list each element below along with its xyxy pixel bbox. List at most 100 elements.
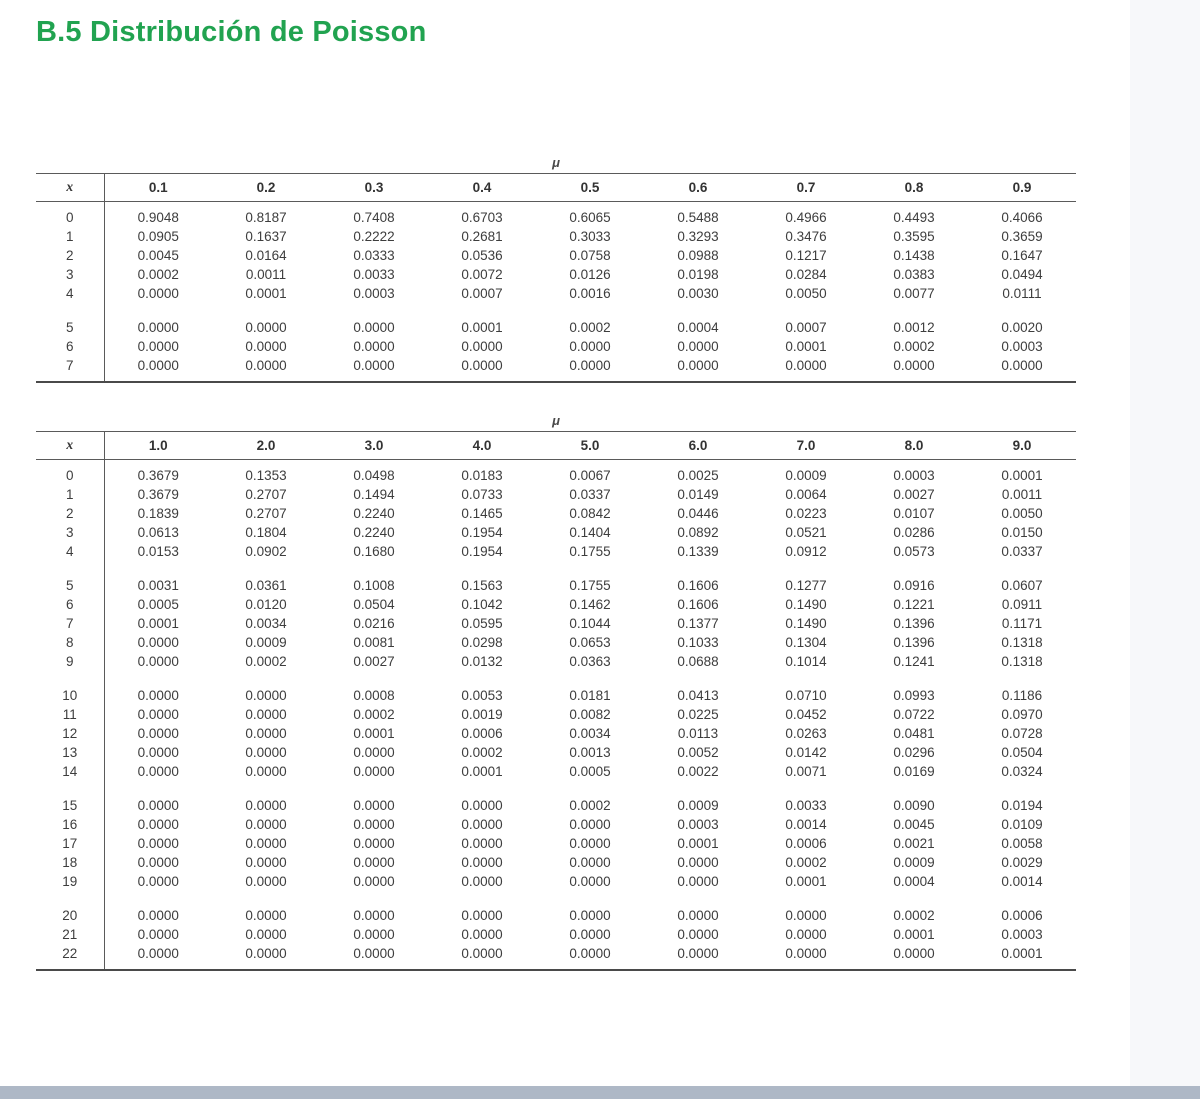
probability-cell: 0.0002: [137, 267, 179, 282]
mu-column-header: 2.0: [212, 431, 320, 460]
probability-cell: 0.0000: [461, 836, 503, 851]
probability-cell: 0.0988: [677, 248, 719, 263]
probability-cell: 0.0003: [1001, 339, 1043, 354]
probability-cell: 0.1396: [893, 635, 935, 650]
probability-cell: 0.0000: [677, 927, 719, 942]
probability-cell: 0.0263: [785, 726, 827, 741]
x-value: 18: [36, 853, 105, 872]
probability-cell: 0.0071: [785, 764, 827, 779]
probability-cell: 0.0034: [245, 616, 287, 631]
table-row: 12 0.0000 0.0000 0.0001 0.0006 0.0034 0.0113 0.…: [36, 724, 1076, 743]
probability-cell: 0.1377: [677, 616, 719, 631]
probability-cell: 0.0000: [353, 946, 395, 961]
section-title: B.5 Distribución de Poisson: [36, 16, 427, 48]
mu-column-header: 0.5: [536, 173, 644, 202]
x-value: 17: [36, 834, 105, 853]
table-row: 9 0.0000 0.0002 0.0027 0.0132 0.0363 0.0688 0.1…: [36, 652, 1076, 671]
probability-cell: 0.0000: [353, 874, 395, 889]
probability-cell: 0.0000: [461, 817, 503, 832]
probability-cell: 0.0000: [137, 707, 179, 722]
probability-cell: 0.1494: [353, 487, 395, 502]
table-row: 7 0.0000 0.0000 0.0000 0.0000 0.0000 0.0000 0.0…: [36, 356, 1076, 382]
x-value: 7: [36, 356, 105, 382]
probability-cell: 0.0504: [353, 597, 395, 612]
probability-cell: 0.0194: [1001, 798, 1043, 813]
probability-cell: 0.0000: [785, 908, 827, 923]
probability-cell: 0.0009: [245, 635, 287, 650]
probability-cell: 0.4493: [893, 210, 935, 225]
mu-column-header: 0.3: [320, 173, 428, 202]
probability-cell: 0.0031: [137, 578, 179, 593]
x-value: 3: [36, 265, 105, 284]
probability-cell: 0.1318: [1001, 654, 1043, 669]
probability-cell: 0.0000: [461, 908, 503, 923]
probability-cell: 0.4966: [785, 210, 827, 225]
probability-cell: 0.0000: [677, 874, 719, 889]
probability-cell: 0.1490: [785, 616, 827, 631]
probability-cell: 0.0034: [569, 726, 611, 741]
probability-cell: 0.0033: [353, 267, 395, 282]
probability-cell: 0.0842: [569, 506, 611, 521]
probability-cell: 0.0002: [569, 320, 611, 335]
probability-cell: 0.0000: [461, 927, 503, 942]
probability-cell: 0.0183: [461, 468, 503, 483]
probability-cell: 0.1490: [785, 597, 827, 612]
probability-cell: 0.0001: [785, 874, 827, 889]
x-value: 22: [36, 944, 105, 970]
probability-cell: 0.1304: [785, 635, 827, 650]
probability-cell: 0.0000: [137, 836, 179, 851]
probability-cell: 0.0000: [785, 946, 827, 961]
probability-cell: 0.1647: [1001, 248, 1043, 263]
probability-cell: 0.0000: [569, 817, 611, 832]
poisson-table-large-mu: μ x 1.0 2.0 3.0 4.0 5.0 6.0 7.0 8.0 9.0 0 0.3679 0.13…: [36, 413, 1076, 971]
probability-cell: 0.1755: [569, 578, 611, 593]
probability-cell: 0.0001: [677, 836, 719, 851]
probability-cell: 0.0911: [1001, 597, 1043, 612]
x-value: 5: [36, 318, 105, 337]
probability-cell: 0.0021: [893, 836, 935, 851]
probability-cell: 0.0000: [137, 798, 179, 813]
probability-cell: 0.0000: [461, 798, 503, 813]
probability-cell: 0.1318: [1001, 635, 1043, 650]
probability-cell: 0.0149: [677, 487, 719, 502]
probability-cell: 0.0000: [461, 358, 503, 373]
table-row: 13 0.0000 0.0000 0.0000 0.0002 0.0013 0.0052 0.…: [36, 743, 1076, 762]
probability-cell: 0.0000: [137, 927, 179, 942]
probability-cell: 0.0064: [785, 487, 827, 502]
probability-cell: 0.0000: [785, 927, 827, 942]
probability-cell: 0.0029: [1001, 855, 1043, 870]
probability-cell: 0.0000: [137, 908, 179, 923]
probability-cell: 0.0000: [461, 339, 503, 354]
mu-column-header: 8.0: [860, 431, 968, 460]
probability-cell: 0.1396: [893, 616, 935, 631]
mu-column-header: 0.2: [212, 173, 320, 202]
probability-cell: 0.0000: [569, 358, 611, 373]
x-value: 7: [36, 614, 105, 633]
probability-cell: 0.0077: [893, 286, 935, 301]
probability-cell: 0.0000: [677, 908, 719, 923]
probability-cell: 0.0002: [353, 707, 395, 722]
probability-cell: 0.0001: [785, 339, 827, 354]
probability-cell: 0.0000: [137, 286, 179, 301]
probability-cell: 0.0000: [569, 836, 611, 851]
probability-cell: 0.0005: [137, 597, 179, 612]
probability-cell: 0.1033: [677, 635, 719, 650]
probability-cell: 0.1438: [893, 248, 935, 263]
probability-cell: 0.0000: [677, 339, 719, 354]
x-value: 11: [36, 705, 105, 724]
probability-cell: 0.0052: [677, 745, 719, 760]
probability-cell: 0.0000: [245, 927, 287, 942]
probability-cell: 0.0000: [137, 946, 179, 961]
probability-cell: 0.0003: [1001, 927, 1043, 942]
probability-cell: 0.0607: [1001, 578, 1043, 593]
x-value: 8: [36, 633, 105, 652]
probability-cell: 0.2707: [245, 487, 287, 502]
probability-cell: 0.0045: [893, 817, 935, 832]
probability-cell: 0.1042: [461, 597, 503, 612]
x-value: 4: [36, 284, 105, 303]
probability-cell: 0.3679: [137, 468, 179, 483]
table-row: 21 0.0000 0.0000 0.0000 0.0000 0.0000 0.0000 0.…: [36, 925, 1076, 944]
probability-cell: 0.0000: [137, 688, 179, 703]
probability-cell: 0.0000: [245, 764, 287, 779]
probability-cell: 0.1804: [245, 525, 287, 540]
